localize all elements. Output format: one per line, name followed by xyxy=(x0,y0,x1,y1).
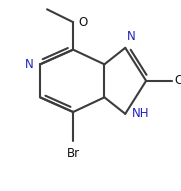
Text: Br: Br xyxy=(67,147,80,160)
Text: N: N xyxy=(127,30,136,43)
Text: NH: NH xyxy=(132,107,150,120)
Text: CH₃: CH₃ xyxy=(174,74,181,87)
Text: N: N xyxy=(24,58,33,71)
Text: O: O xyxy=(78,16,88,29)
